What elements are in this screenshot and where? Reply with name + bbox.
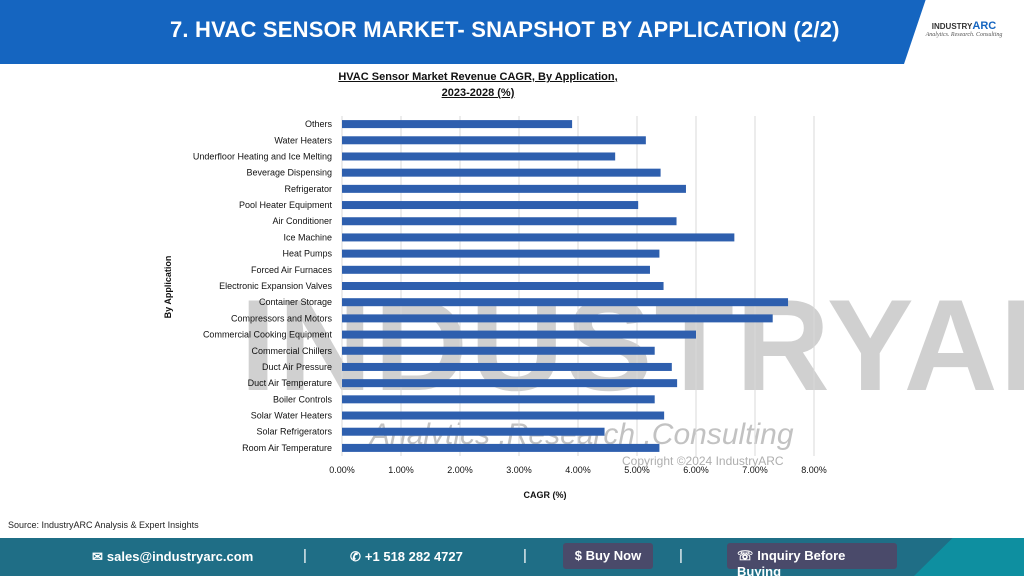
chat-icon: ☏ <box>737 548 754 563</box>
category-label: Underfloor Heating and Ice Melting <box>193 151 332 161</box>
x-tick-label: 2.00% <box>447 465 473 475</box>
source-note: Source: IndustryARC Analysis & Expert In… <box>8 520 199 530</box>
watermark-word: INDUSTRYARC <box>240 272 1024 418</box>
bar <box>342 152 616 161</box>
bar <box>342 282 664 290</box>
bar <box>342 427 605 436</box>
watermark-copyright: Copyright ©2024 IndustryARC <box>622 454 784 468</box>
category-label: Beverage Dispensing <box>246 168 332 178</box>
bar <box>342 379 678 388</box>
category-label: Commercial Cooking Equipment <box>203 330 333 340</box>
email-text: sales@industryarc.com <box>106 549 254 564</box>
bar <box>342 168 661 177</box>
phone-icon: ✆ <box>350 549 361 564</box>
bar <box>342 443 660 452</box>
chart-title-line2: 2023-2028 (%) <box>441 87 515 99</box>
x-tick-label: 6.00% <box>683 465 709 475</box>
logo-box <box>904 0 1024 64</box>
bar <box>342 265 650 274</box>
category-label: Pool Heater Equipment <box>239 200 333 210</box>
bar <box>342 249 660 258</box>
bar <box>342 330 696 339</box>
bar <box>342 314 773 323</box>
mail-icon: ✉ <box>92 549 103 564</box>
category-label: Duct Air Temperature <box>248 378 332 388</box>
bar <box>342 233 735 242</box>
separator: | <box>303 547 307 564</box>
page-title: 7. HVAC SENSOR MARKET- SNAPSHOT BY APPLI… <box>170 17 840 42</box>
x-tick-label: 1.00% <box>388 465 414 475</box>
footer: ✉ sales@industryarc.com | ✆ +1 518 282 472… <box>0 538 1024 576</box>
bar <box>342 395 655 404</box>
x-tick-label: 3.00% <box>506 465 532 475</box>
bar <box>342 362 672 371</box>
header-band <box>0 0 1024 64</box>
x-tick-label: 8.00% <box>801 465 827 475</box>
bar <box>342 201 639 210</box>
category-label: Solar Water Heaters <box>251 411 333 421</box>
buy-now-button[interactable]: $ Buy Now <box>563 543 653 569</box>
category-label: Forced Air Furnaces <box>251 265 333 275</box>
category-label: Container Storage <box>259 297 332 307</box>
bar <box>342 298 789 307</box>
category-label: Air Conditioner <box>272 216 332 226</box>
category-label: Heat Pumps <box>282 249 332 259</box>
category-label: Refrigerator <box>284 184 332 194</box>
bar <box>342 136 646 145</box>
logo-prefix: INDUSTRY <box>931 22 973 31</box>
logo-main-text: ARC <box>972 20 997 32</box>
inquiry-button[interactable]: ☏ Inquiry Before Buying <box>727 543 897 576</box>
industryarc-logo[interactable]: INDUSTRYARC Analytics. Research. Consult… <box>914 20 1014 38</box>
category-label: Boiler Controls <box>273 394 333 404</box>
x-tick-label: 0.00% <box>329 465 355 475</box>
inquiry-label: Inquiry Before Buying <box>737 548 846 576</box>
bar <box>342 120 573 129</box>
bar <box>342 411 665 420</box>
chart-title: HVAC Sensor Market Revenue CAGR, By Appl… <box>300 69 656 101</box>
category-label: Ice Machine <box>283 232 332 242</box>
logo-tagline: Analytics. Research. Consulting <box>925 32 1003 38</box>
separator: | <box>523 547 527 564</box>
x-tick-label: 5.00% <box>624 465 650 475</box>
bar <box>342 217 677 226</box>
category-label: Others <box>305 119 333 129</box>
x-axis-label: CAGR (%) <box>523 490 567 500</box>
category-label: Compressors and Motors <box>231 313 333 323</box>
chart-title-line1: HVAC Sensor Market Revenue CAGR, By Appl… <box>338 71 618 83</box>
category-label: Solar Refrigerators <box>256 427 332 437</box>
phone-link[interactable]: ✆ +1 518 282 4727 <box>350 549 463 565</box>
bar <box>342 346 655 355</box>
category-label: Room Air Temperature <box>242 443 332 453</box>
header: 7. HVAC SENSOR MARKET- SNAPSHOT BY APPLI… <box>0 0 1024 64</box>
category-label: Duct Air Pressure <box>262 362 332 372</box>
category-label: Electronic Expansion Valves <box>219 281 332 291</box>
separator: | <box>679 547 683 564</box>
category-label: Commercial Chillers <box>251 346 332 356</box>
category-label: Water Heaters <box>274 135 332 145</box>
x-tick-label: 4.00% <box>565 465 591 475</box>
email-link[interactable]: ✉ sales@industryarc.com <box>92 549 253 565</box>
y-axis-label: By Application <box>163 255 173 319</box>
bar <box>342 184 686 193</box>
phone-text: +1 518 282 4727 <box>364 549 463 564</box>
x-tick-label: 7.00% <box>742 465 768 475</box>
footer-accent <box>914 538 1024 576</box>
